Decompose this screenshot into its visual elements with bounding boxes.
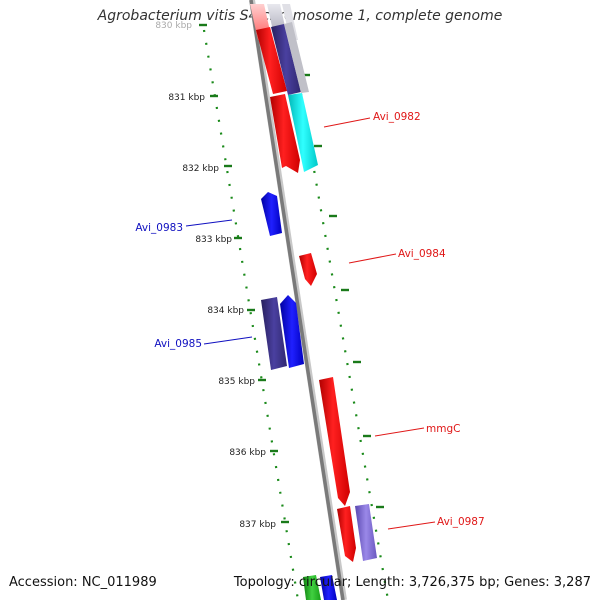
- scale-ticks: [199, 23, 289, 524]
- right-scale-ticks: [302, 73, 384, 509]
- gene-arrow-mmgc[interactable]: [319, 377, 350, 506]
- tick-label-834: 834 kbp: [207, 306, 244, 316]
- gene-arrow-lavender-0987[interactable]: [355, 504, 377, 561]
- gene-arrow-navy-top[interactable]: [271, 24, 301, 95]
- gene-label-avi-0984[interactable]: Avi_0984: [398, 248, 446, 260]
- gene-arrow-avi-0985[interactable]: [280, 295, 304, 368]
- leader-line-mmgc: [374, 427, 425, 437]
- leader-line-avi-0984: [348, 253, 397, 264]
- leader-line-avi-0985: [203, 336, 253, 345]
- gene-label-mmgc[interactable]: mmgC: [426, 423, 460, 435]
- leader-line-avi-0987: [387, 521, 436, 530]
- leader-line-avi-0983: [185, 219, 233, 227]
- gene-arrow-grey-top[interactable]: [284, 22, 309, 93]
- gene-label-avi-0985[interactable]: Avi_0985: [154, 338, 202, 350]
- tick-label-837: 837 kbp: [239, 520, 276, 530]
- leader-line-avi-0982: [323, 117, 371, 128]
- right-dotted-track: [288, 29, 390, 600]
- gene-label-avi-0983[interactable]: Avi_0983: [135, 222, 183, 234]
- tick-label-832: 832 kbp: [182, 164, 219, 174]
- genome-backbone: [249, 0, 345, 600]
- genome-summary-text: Topology: circular; Length: 3,726,375 bp…: [233, 575, 591, 590]
- gene-arrow-avi-0983[interactable]: [261, 192, 282, 236]
- accession-text: Accession: NC_011989: [9, 575, 157, 590]
- gene-arrow-avi-0987[interactable]: [337, 506, 356, 562]
- tick-label-831: 831 kbp: [168, 93, 205, 103]
- gene-arrow-cyan-0982[interactable]: [288, 93, 318, 172]
- gene-arrow-green-bottom[interactable]: [303, 575, 321, 600]
- tick-label-836: 836 kbp: [229, 448, 266, 458]
- map-title: Agrobacterium vitis S4 chromosome 1, com…: [97, 8, 503, 24]
- gene-arrow-blue-bottom[interactable]: [320, 575, 337, 600]
- gene-arrow-red-0982[interactable]: [270, 94, 300, 173]
- gene-arrow-navy-0985[interactable]: [261, 297, 287, 370]
- gene-arrow-red-top[interactable]: [256, 27, 287, 94]
- gene-label-avi-0982[interactable]: Avi_0982: [373, 111, 421, 123]
- gene-arrow-avi-0984[interactable]: [299, 253, 317, 286]
- left-dotted-track: [202, 29, 300, 600]
- tick-label-833: 833 kbp: [195, 235, 232, 245]
- tick-label-835: 835 kbp: [218, 377, 255, 387]
- tick-label-830: 830 kbp: [155, 21, 192, 31]
- gene-label-avi-0987[interactable]: Avi_0987: [437, 516, 485, 528]
